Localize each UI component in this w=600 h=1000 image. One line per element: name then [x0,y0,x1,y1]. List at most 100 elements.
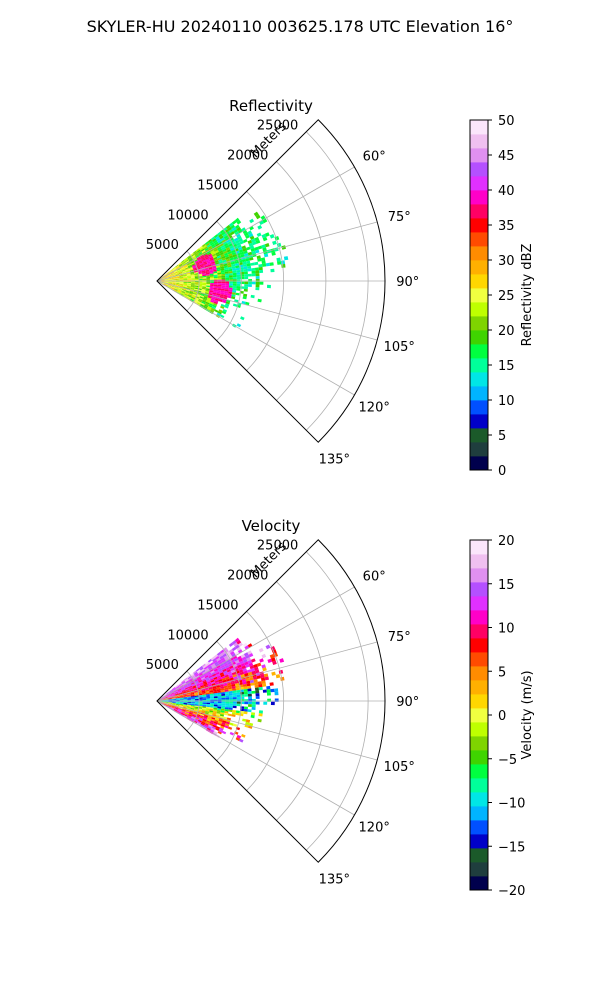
data-cell [192,714,196,718]
data-cell [213,694,218,697]
data-cell [211,243,216,248]
data-cell [178,272,183,275]
data-cell [201,707,206,710]
data-cell [212,253,217,257]
data-cell [222,227,228,232]
data-cell [192,686,197,689]
data-cell [281,263,286,268]
data-cell [247,268,252,272]
data-cell [224,691,229,694]
data-cell [221,697,226,700]
data-cell [164,699,169,701]
data-cell [176,711,181,714]
data-cell [238,658,243,663]
data-cell [223,235,229,240]
colorbar-segment [470,442,488,457]
data-cell [202,703,207,706]
data-cell [216,268,221,272]
data-cell [217,731,222,735]
colorbar-segment [470,162,488,177]
data-cell [258,684,263,688]
data-cell [206,300,211,304]
colorbar-segment [470,820,488,835]
data-cell [164,279,169,281]
data-cell [209,708,214,711]
data-cell [271,251,276,256]
data-cell [207,245,212,250]
data-cell [217,677,222,681]
data-cell [167,694,172,697]
data-cell [220,290,225,293]
data-cell [196,669,201,673]
data-cell [228,235,233,240]
data-cell [245,234,250,239]
data-cell [222,309,228,313]
colorbar-segment [470,568,488,583]
data-cell [185,268,190,271]
data-cell [216,709,221,713]
data-cell [214,718,219,721]
data-cell [247,685,252,689]
data-cell [204,675,209,679]
data-cell [243,268,248,272]
data-cell [173,690,178,693]
data-cell [236,646,242,652]
data-cell [168,278,173,280]
data-cell [160,278,165,280]
data-cell [184,685,188,689]
data-cell [202,698,207,700]
data-cell [236,689,241,693]
data-cell [178,288,183,290]
data-cell [204,292,209,295]
data-cell [172,698,176,700]
data-cell [164,698,169,700]
data-cell [194,708,198,711]
data-cell [247,230,252,235]
data-cell [184,266,189,269]
data-cell [199,716,204,719]
data-cell [202,281,207,283]
data-cell [164,283,168,285]
data-cell [193,687,197,690]
data-cell [193,711,198,714]
data-cell [167,285,172,287]
data-cell [170,288,174,291]
data-cell [205,286,210,289]
data-cell [172,267,176,270]
data-cell [251,658,256,663]
range-tick-label: 15000 [197,178,238,193]
data-cell [214,241,219,246]
data-cell [274,688,279,692]
data-cell [206,679,211,683]
data-cell [167,286,171,288]
data-cell [236,272,241,275]
data-cell [225,705,230,708]
data-cell [206,694,210,696]
data-cell [212,710,217,714]
data-cell [184,686,189,689]
colorbar-tick-label: 30 [498,254,515,269]
data-cell [190,298,194,302]
data-cell [164,699,169,701]
data-cell [175,698,180,699]
data-cell [226,249,231,253]
figure-title: SKYLER-HU 20240110 003625.178 UTC Elevat… [87,17,514,36]
data-cell [183,701,188,703]
data-cell [192,685,197,688]
data-cell [186,272,191,275]
data-cell [183,284,188,287]
data-cell [195,674,200,678]
data-cell [206,285,210,288]
data-cell [199,673,204,677]
colorbar-segment [470,806,488,821]
data-cell [160,277,164,280]
data-cell [219,649,225,654]
data-cell [201,271,206,274]
data-cell [171,285,176,287]
data-cell [251,267,256,272]
data-cell [191,278,195,280]
data-cell [257,681,262,685]
data-cell [240,663,246,667]
data-cell [210,656,216,661]
colorbar-segment [470,610,488,625]
